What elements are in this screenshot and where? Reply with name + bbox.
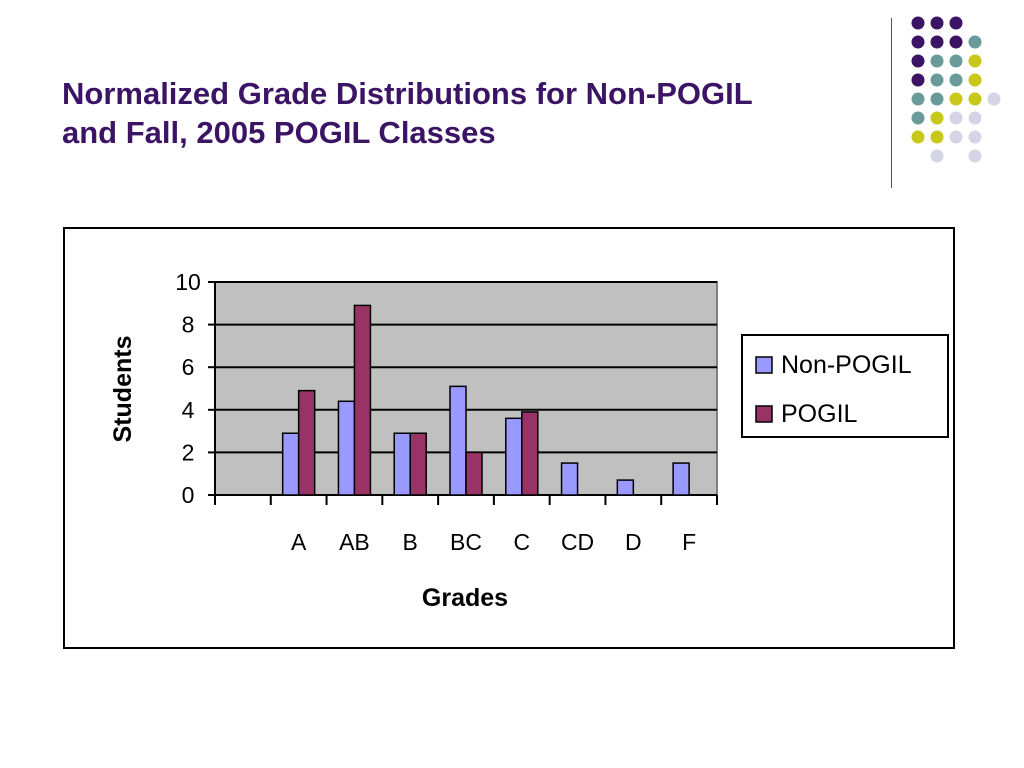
bar <box>465 451 483 496</box>
decorative-dot <box>949 92 963 106</box>
bar <box>505 417 523 496</box>
decorative-dot <box>968 35 982 49</box>
legend-label: POGIL <box>781 400 858 428</box>
x-tick-label: C <box>513 529 530 555</box>
decorative-dot <box>968 149 982 163</box>
decorative-dot <box>930 16 944 30</box>
title-divider-rule <box>891 18 892 188</box>
legend: Non-POGIL POGIL <box>741 334 949 438</box>
bar <box>616 479 635 496</box>
decorative-dot-grid <box>911 16 1001 163</box>
decorative-dot <box>930 54 944 68</box>
decorative-dot <box>949 35 963 49</box>
decorative-dot <box>911 16 925 30</box>
bar <box>560 462 579 496</box>
bar <box>672 462 690 496</box>
slide-title-line-1: Normalized Grade Distributions for Non-P… <box>62 76 753 111</box>
x-tick-label: F <box>682 529 696 555</box>
bar <box>337 400 356 496</box>
bar <box>449 385 467 496</box>
decorative-dot <box>968 54 982 68</box>
x-tick-label: CD <box>561 529 594 555</box>
x-tick-label: AB <box>339 529 370 555</box>
slide-title: Normalized Grade Distributions for Non-P… <box>62 74 862 152</box>
decorative-dot <box>911 73 925 87</box>
legend-label: Non-POGIL <box>781 351 912 379</box>
y-tick-label: 8 <box>182 312 195 338</box>
bar-chart: 0 2 4 6 8 10 A AB B BC C CD D F Grades Students Non-POGI… <box>109 269 949 612</box>
legend-box <box>741 334 949 438</box>
decorative-dot <box>949 16 963 30</box>
decorative-dot <box>930 149 944 163</box>
decorative-dot <box>911 130 925 144</box>
decorative-dot <box>911 35 925 49</box>
bar <box>393 432 411 496</box>
bar <box>353 304 372 496</box>
decorative-dot <box>949 130 963 144</box>
bar <box>297 389 316 496</box>
decorative-dot <box>930 92 944 106</box>
x-tick-label: A <box>291 529 307 555</box>
y-tick-label: 6 <box>182 354 195 380</box>
decorative-dot <box>968 111 982 125</box>
decorative-dot <box>968 92 982 106</box>
slide-title-line-2: and Fall, 2005 POGIL Classes <box>62 115 496 150</box>
y-tick-label: 10 <box>175 269 201 295</box>
bar <box>281 432 300 496</box>
legend-swatch <box>755 356 773 374</box>
decorative-dot <box>930 73 944 87</box>
decorative-dot <box>968 130 982 144</box>
legend-swatch <box>755 405 773 423</box>
x-axis-title: Grades <box>422 584 508 612</box>
decorative-dot <box>949 73 963 87</box>
y-axis-title: Students <box>109 336 137 443</box>
decorative-dot <box>930 35 944 49</box>
y-tick-label: 0 <box>182 482 195 508</box>
decorative-dot <box>987 92 1001 106</box>
decorative-dot <box>911 54 925 68</box>
bar <box>409 432 427 496</box>
x-tick-label: BC <box>450 529 482 555</box>
x-tick-label: D <box>625 529 642 555</box>
decorative-dot <box>930 111 944 125</box>
decorative-dot <box>930 130 944 144</box>
y-tick-label: 4 <box>182 397 195 423</box>
decorative-dot <box>968 73 982 87</box>
chart-frame: 0 2 4 6 8 10 A AB B BC C CD D F Grades Students Non-POGI… <box>63 227 955 649</box>
y-tick-label: 2 <box>182 439 195 465</box>
decorative-dot <box>949 111 963 125</box>
bar <box>521 411 539 496</box>
decorative-dot <box>949 54 963 68</box>
x-tick-label: B <box>403 529 418 555</box>
decorative-dot <box>911 111 925 125</box>
decorative-dot <box>911 92 925 106</box>
